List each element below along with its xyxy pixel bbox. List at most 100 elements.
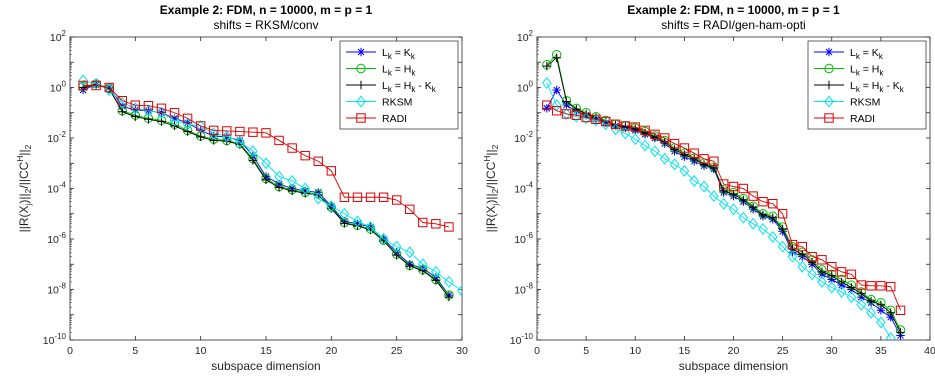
data-point-plus — [405, 261, 414, 271]
data-point-diamond — [91, 77, 101, 90]
data-point-plus — [896, 328, 905, 337]
series-line-square — [546, 104, 901, 311]
data-point-asterisk — [552, 85, 561, 95]
data-point-plus — [196, 132, 205, 142]
data-point-plus — [798, 250, 807, 259]
data-point-plus — [542, 61, 552, 71]
data-point-square — [601, 116, 611, 127]
data-point-square — [405, 204, 415, 215]
data-point-plus — [274, 183, 284, 192]
data-point-square — [561, 109, 572, 119]
data-point-diamond — [339, 207, 350, 220]
data-point-plus — [748, 203, 758, 212]
data-point-square — [718, 179, 729, 189]
data-point-square — [748, 191, 758, 201]
data-point-square — [807, 251, 817, 262]
legend-marker-plus — [356, 80, 366, 90]
chart-panel-1: Example 2: FDM, n = 10000, m = p = 1shif… — [15, 3, 468, 373]
data-point-square — [768, 199, 778, 209]
data-point-plus — [78, 83, 88, 92]
data-point-diamond — [846, 291, 857, 304]
legend-label: RKSM — [850, 97, 880, 109]
data-point-asterisk — [131, 105, 140, 115]
legend-label: RKSM — [382, 97, 412, 109]
data-point-square — [391, 195, 402, 205]
chart-subtitle: shifts = RKSM/conv — [213, 18, 318, 32]
data-point-plus — [876, 300, 886, 309]
data-point-plus — [729, 189, 738, 199]
data-point-diamond — [885, 332, 896, 340]
data-point-plus — [837, 277, 846, 287]
data-point-plus — [418, 266, 427, 276]
chart-title: Example 2: FDM, n = 10000, m = p = 1 — [627, 3, 840, 17]
data-point-square — [551, 106, 562, 116]
y-tick-label: 10-6 — [47, 231, 66, 246]
data-point-square — [195, 121, 206, 131]
legend-marker-asterisk — [356, 47, 366, 57]
legend-label: Lk = Hk - Kk — [850, 80, 905, 94]
data-point-square — [689, 148, 699, 158]
data-point-square — [300, 150, 310, 161]
data-point-diamond — [748, 217, 758, 230]
data-point-diamond — [431, 265, 441, 278]
data-point-diamond — [650, 145, 660, 158]
data-point-diamond — [444, 275, 454, 288]
x-tick-label: 10 — [195, 345, 207, 357]
data-point-square — [209, 125, 219, 136]
data-point-plus — [91, 80, 101, 89]
legend-marker-circle — [356, 63, 366, 74]
series-group — [541, 49, 906, 340]
data-point-diamond — [417, 258, 428, 271]
data-point-plus — [209, 136, 218, 145]
data-point-diamond — [169, 114, 180, 127]
x-tick-label: 20 — [728, 345, 740, 357]
data-point-plus — [817, 267, 827, 277]
data-point-square — [182, 113, 193, 124]
data-point-diamond — [866, 306, 876, 319]
y-tick-label: 10-4 — [47, 181, 66, 196]
legend: Lk = Kk Lk = Hk Lk = Hk - Kk RKSM RADI — [339, 40, 459, 130]
legend-label: Lk = Hk — [382, 64, 416, 78]
y-tick-label: 102 — [50, 29, 67, 44]
x-tick-label: 5 — [132, 345, 138, 357]
data-point-square — [444, 222, 454, 232]
data-point-diamond — [659, 152, 670, 165]
legend-marker-square — [356, 113, 366, 123]
data-point-diamond — [208, 127, 219, 140]
data-point-diamond — [758, 222, 768, 235]
data-point-plus — [857, 289, 866, 298]
data-point-diamond — [352, 215, 363, 228]
data-point-diamond — [826, 281, 837, 294]
data-point-diamond — [248, 145, 258, 158]
x-tick-label: 35 — [875, 345, 887, 357]
data-point-diamond — [689, 174, 700, 187]
data-point-plus — [287, 186, 297, 196]
x-tick-label: 15 — [679, 345, 691, 357]
data-point-square — [91, 80, 101, 91]
data-point-square — [339, 192, 350, 202]
data-point-square — [287, 143, 297, 153]
data-point-plus — [118, 107, 127, 116]
x-tick-label: 30 — [456, 345, 468, 357]
data-point-square — [669, 138, 680, 149]
data-point-square — [78, 80, 88, 91]
data-point-square — [313, 156, 323, 166]
chart-title: Example 2: FDM, n = 10000, m = p = 1 — [160, 3, 373, 17]
data-point-diamond — [738, 211, 749, 224]
data-point-plus — [552, 53, 561, 63]
series-group — [78, 74, 462, 302]
legend-label: RADI — [382, 113, 407, 125]
legend-marker-diamond — [824, 95, 834, 108]
data-point-plus — [866, 296, 876, 306]
data-point-diamond — [457, 284, 462, 297]
data-point-square — [130, 100, 141, 110]
data-point-asterisk — [542, 104, 552, 113]
data-point-diamond — [699, 180, 709, 193]
data-point-diamond — [541, 77, 552, 90]
y-tick-label: 100 — [50, 80, 67, 95]
data-point-diamond — [640, 139, 650, 152]
data-point-diamond — [391, 240, 402, 253]
data-point-diamond — [326, 200, 337, 213]
y-tick-label: 10-10 — [510, 332, 534, 347]
